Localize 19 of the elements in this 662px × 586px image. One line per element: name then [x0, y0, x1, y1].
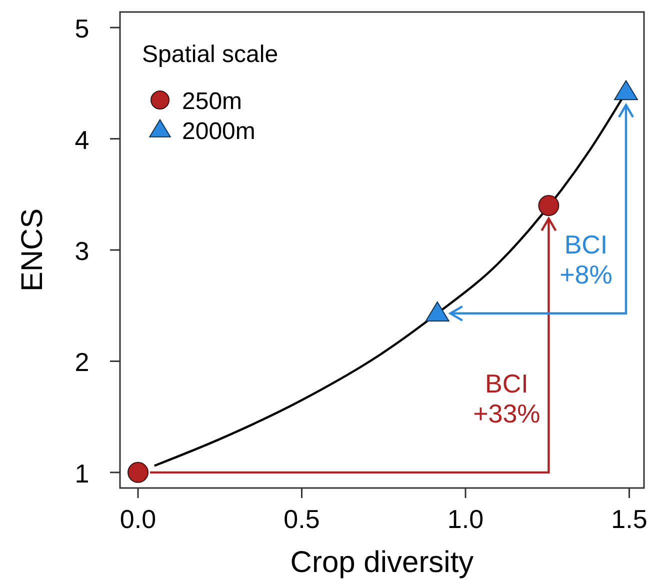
y-axis-title: ENCS: [16, 208, 49, 292]
y-tick-label: 3: [74, 236, 90, 266]
x-axis-title: Crop diversity: [290, 546, 474, 579]
point: [425, 301, 450, 322]
legend-label: 2000m: [182, 118, 256, 145]
x-tick-label: 1.5: [611, 504, 648, 534]
y-tick-label: 4: [74, 124, 90, 155]
legend-title: Spatial scale: [142, 41, 278, 68]
point: [128, 462, 149, 483]
y-tick-label: 2: [74, 347, 90, 378]
y-tick-label: 5: [74, 14, 90, 44]
y-tick-label: 1: [74, 458, 90, 488]
x-tick-label: 0.5: [284, 504, 320, 534]
point: [614, 80, 638, 100]
x-tick-label: 0.0: [120, 504, 156, 534]
annotation: BCI +33%: [473, 368, 540, 428]
x-tick-label: 1.0: [447, 504, 484, 534]
legend-label: 250m: [182, 88, 242, 115]
annotation: BCI +8%: [560, 229, 612, 290]
